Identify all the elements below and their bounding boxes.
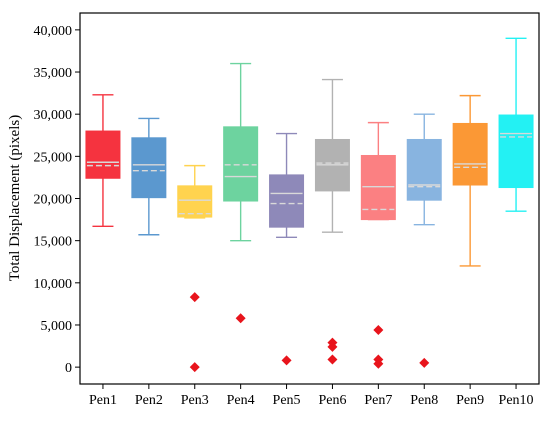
- x-tick-label: Pen4: [227, 393, 255, 408]
- x-tick-label: Pen1: [89, 393, 117, 408]
- box-pen9: [452, 94, 488, 267]
- outlier-point: [281, 355, 292, 366]
- y-tick-label: 25,000: [34, 150, 73, 165]
- x-tick-label: Pen3: [181, 393, 209, 408]
- box-pen8: [406, 113, 442, 368]
- box-iqr: [406, 138, 442, 201]
- outlier-point: [373, 358, 384, 369]
- box-iqr: [452, 122, 488, 186]
- box-iqr: [269, 174, 305, 228]
- x-tick-label: Pen6: [318, 393, 346, 408]
- box-pen3: [177, 164, 213, 373]
- box-pen10: [498, 37, 534, 212]
- outlier-point: [189, 292, 200, 303]
- y-axis: 0 5,000 10,000 15,000 20,000 25,000 30,000 35,0…: [34, 24, 80, 376]
- x-axis: Pen1 Pen2 Pen3 Pen4 Pen5 Pen6 Pen7 Pen8 Pen9 Pen1…: [89, 384, 534, 408]
- box-iqr: [223, 126, 259, 202]
- box-iqr: [177, 185, 213, 218]
- x-tick-label: Pen9: [456, 393, 484, 408]
- outlier-point: [373, 325, 384, 336]
- box-pen2: [131, 117, 167, 236]
- y-tick-label: 10,000: [34, 277, 73, 292]
- outlier-point: [327, 341, 338, 352]
- x-tick-label: Pen5: [273, 393, 301, 408]
- outlier-point: [327, 354, 338, 365]
- y-axis-title: Total Displacement (pixels): [7, 115, 23, 281]
- box-pen5: [269, 132, 305, 366]
- x-tick-label: Pen2: [135, 393, 163, 408]
- outlier-point: [235, 313, 246, 324]
- plot-content: [85, 37, 534, 373]
- box-pen6: [314, 78, 350, 365]
- box-iqr: [131, 137, 167, 199]
- box-pen7: [360, 121, 396, 369]
- y-tick-label: 0: [65, 361, 72, 376]
- y-tick-label: 35,000: [34, 66, 73, 81]
- y-tick-label: 30,000: [34, 108, 73, 123]
- box-iqr: [498, 114, 534, 189]
- y-tick-label: 5,000: [41, 319, 73, 334]
- outlier-point: [419, 357, 430, 368]
- box-pen4: [223, 62, 259, 324]
- y-tick-label: 20,000: [34, 193, 73, 208]
- x-tick-label: Pen8: [410, 393, 438, 408]
- outlier-point: [189, 362, 200, 373]
- y-tick-label: 40,000: [34, 24, 73, 39]
- x-tick-label: Pen10: [499, 393, 534, 408]
- y-tick-label: 15,000: [34, 235, 73, 250]
- box-pen1: [85, 94, 121, 228]
- x-tick-label: Pen7: [364, 393, 392, 408]
- box-iqr: [85, 130, 121, 179]
